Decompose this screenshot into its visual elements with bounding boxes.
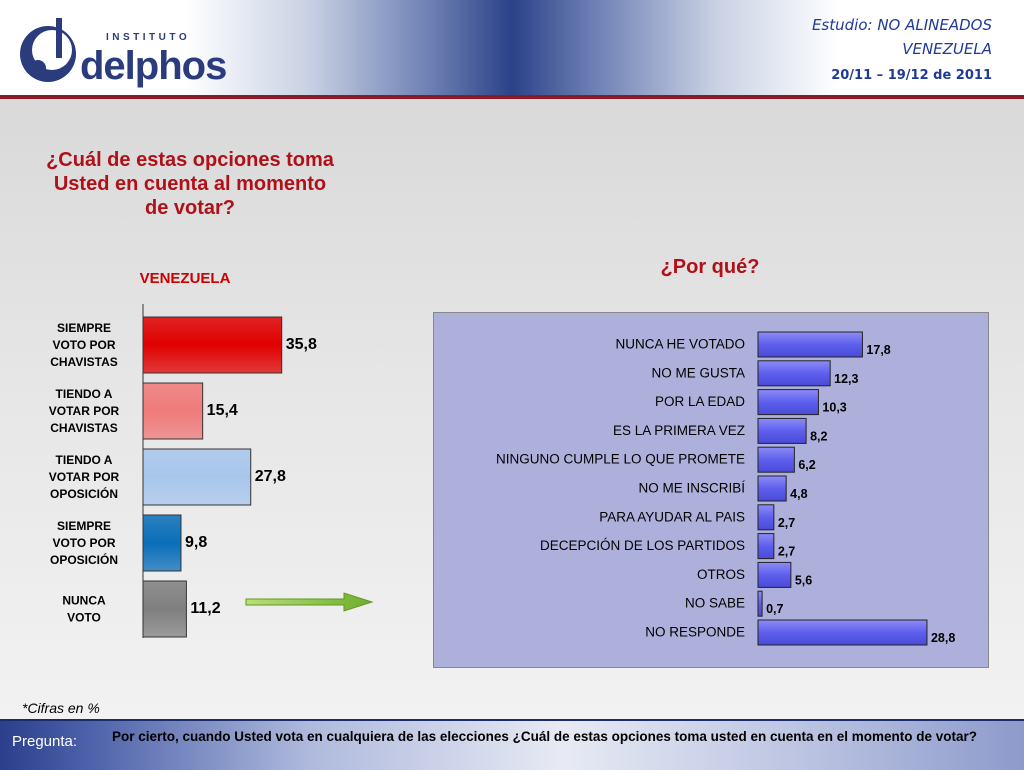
header-band: [0, 0, 1024, 96]
reasons-panel: [433, 312, 989, 668]
right-category-label: NO ME GUSTA: [651, 365, 745, 380]
right-bar: [757, 504, 775, 531]
right-bar-value-label: 2,7: [778, 545, 795, 559]
left-bar: [142, 448, 252, 506]
right-bar: [757, 619, 928, 646]
left-category-label: SIEMPRE VOTO POR CHAVISTAS: [50, 321, 118, 369]
left-bar-value-label: 35,8: [286, 336, 317, 353]
why-title: ¿Por qué?: [660, 256, 760, 278]
right-bar-chart: 17,8 NUNCA HE VOTADO 12,3 NO ME GUSTA 10,3 PO…: [496, 331, 955, 646]
right-category-label: NO RESPONDE: [645, 625, 745, 640]
right-bar: [757, 331, 863, 358]
study-title: Estudio: NO ALINEADOS: [811, 16, 992, 34]
right-category-label: PARA AYUDAR AL PAIS: [599, 509, 745, 524]
right-bar: [757, 446, 795, 473]
right-bar-value-label: 8,2: [810, 429, 827, 443]
footer-bar: Pregunta: Por cierto, cuando Usted vota …: [0, 719, 1024, 770]
right-bar-value-label: 4,8: [790, 487, 807, 501]
footer-question-text: Por cierto, cuando Usted vota en cualqui…: [112, 729, 977, 744]
left-category-label: SIEMPRE VOTO POR OPOSICIÓN: [50, 519, 118, 567]
right-bar: [757, 533, 775, 560]
left-chart-series-label: VENEZUELA: [139, 270, 231, 287]
right-category-label: POR LA EDAD: [655, 394, 745, 409]
right-bar: [757, 389, 819, 416]
left-bar: [142, 580, 187, 638]
left-bar: [142, 514, 182, 572]
right-bar: [757, 561, 792, 588]
right-category-label: DECEPCIÓN DE LOS PARTIDOS: [540, 538, 745, 553]
right-category-label: ES LA PRIMERA VEZ: [613, 423, 745, 438]
right-category-label: NINGUNO CUMPLE LO QUE PROMETE: [496, 452, 745, 467]
right-category-label: OTROS: [697, 567, 745, 582]
right-bar: [757, 475, 787, 502]
delphos-logo-icon: [20, 18, 76, 82]
left-category-label: NUNCA VOTO: [62, 594, 106, 625]
footer-label: Pregunta:: [12, 733, 78, 750]
left-bar: [142, 316, 283, 374]
left-bar: [142, 382, 204, 440]
right-bar: [757, 417, 807, 444]
study-dates: 20/11 – 19/12 de 2011: [831, 68, 992, 83]
footnote: *Cifras en %: [22, 700, 100, 716]
right-bar-value-label: 2,7: [778, 516, 795, 530]
right-bar: [757, 590, 763, 617]
question-title: ¿Cuál de estas opciones toma Usted en cu…: [46, 149, 334, 219]
arrow-icon: [245, 592, 374, 612]
right-bar-value-label: 28,8: [931, 631, 955, 645]
right-bar-value-label: 6,2: [798, 458, 815, 472]
study-country: VENEZUELA: [902, 40, 992, 58]
left-bar-value-label: 27,8: [255, 468, 286, 485]
right-bar-value-label: 5,6: [795, 573, 812, 587]
left-bar-value-label: 15,4: [207, 402, 238, 419]
right-bar-value-label: 12,3: [834, 372, 858, 386]
logo-institute-text: INSTITUTO: [106, 32, 191, 43]
right-category-label: NUNCA HE VOTADO: [615, 337, 745, 352]
right-bar: [757, 360, 831, 387]
right-bar-value-label: 10,3: [822, 401, 846, 415]
right-bar-value-label: 17,8: [866, 343, 890, 357]
left-category-label: TIENDO A VOTAR POR OPOSICIÓN: [49, 453, 120, 501]
right-category-label: NO SABE: [685, 596, 745, 611]
logo-wordmark: delphos: [80, 44, 227, 88]
right-bar-value-label: 0,7: [766, 602, 783, 616]
left-bar-chart: 35,8 SIEMPRE VOTO POR CHAVISTAS 15,4 TIENDO A…: [49, 304, 317, 638]
right-category-label: NO ME INSCRIBÍ: [638, 481, 745, 496]
left-category-label: TIENDO A VOTAR POR CHAVISTAS: [49, 387, 120, 435]
study-info: Estudio: NO ALINEADOS VENEZUELA: [812, 16, 992, 58]
left-bar-value-label: 9,8: [185, 534, 207, 551]
left-bar-value-label: 11,2: [190, 600, 220, 617]
header-rule: [0, 95, 1024, 99]
